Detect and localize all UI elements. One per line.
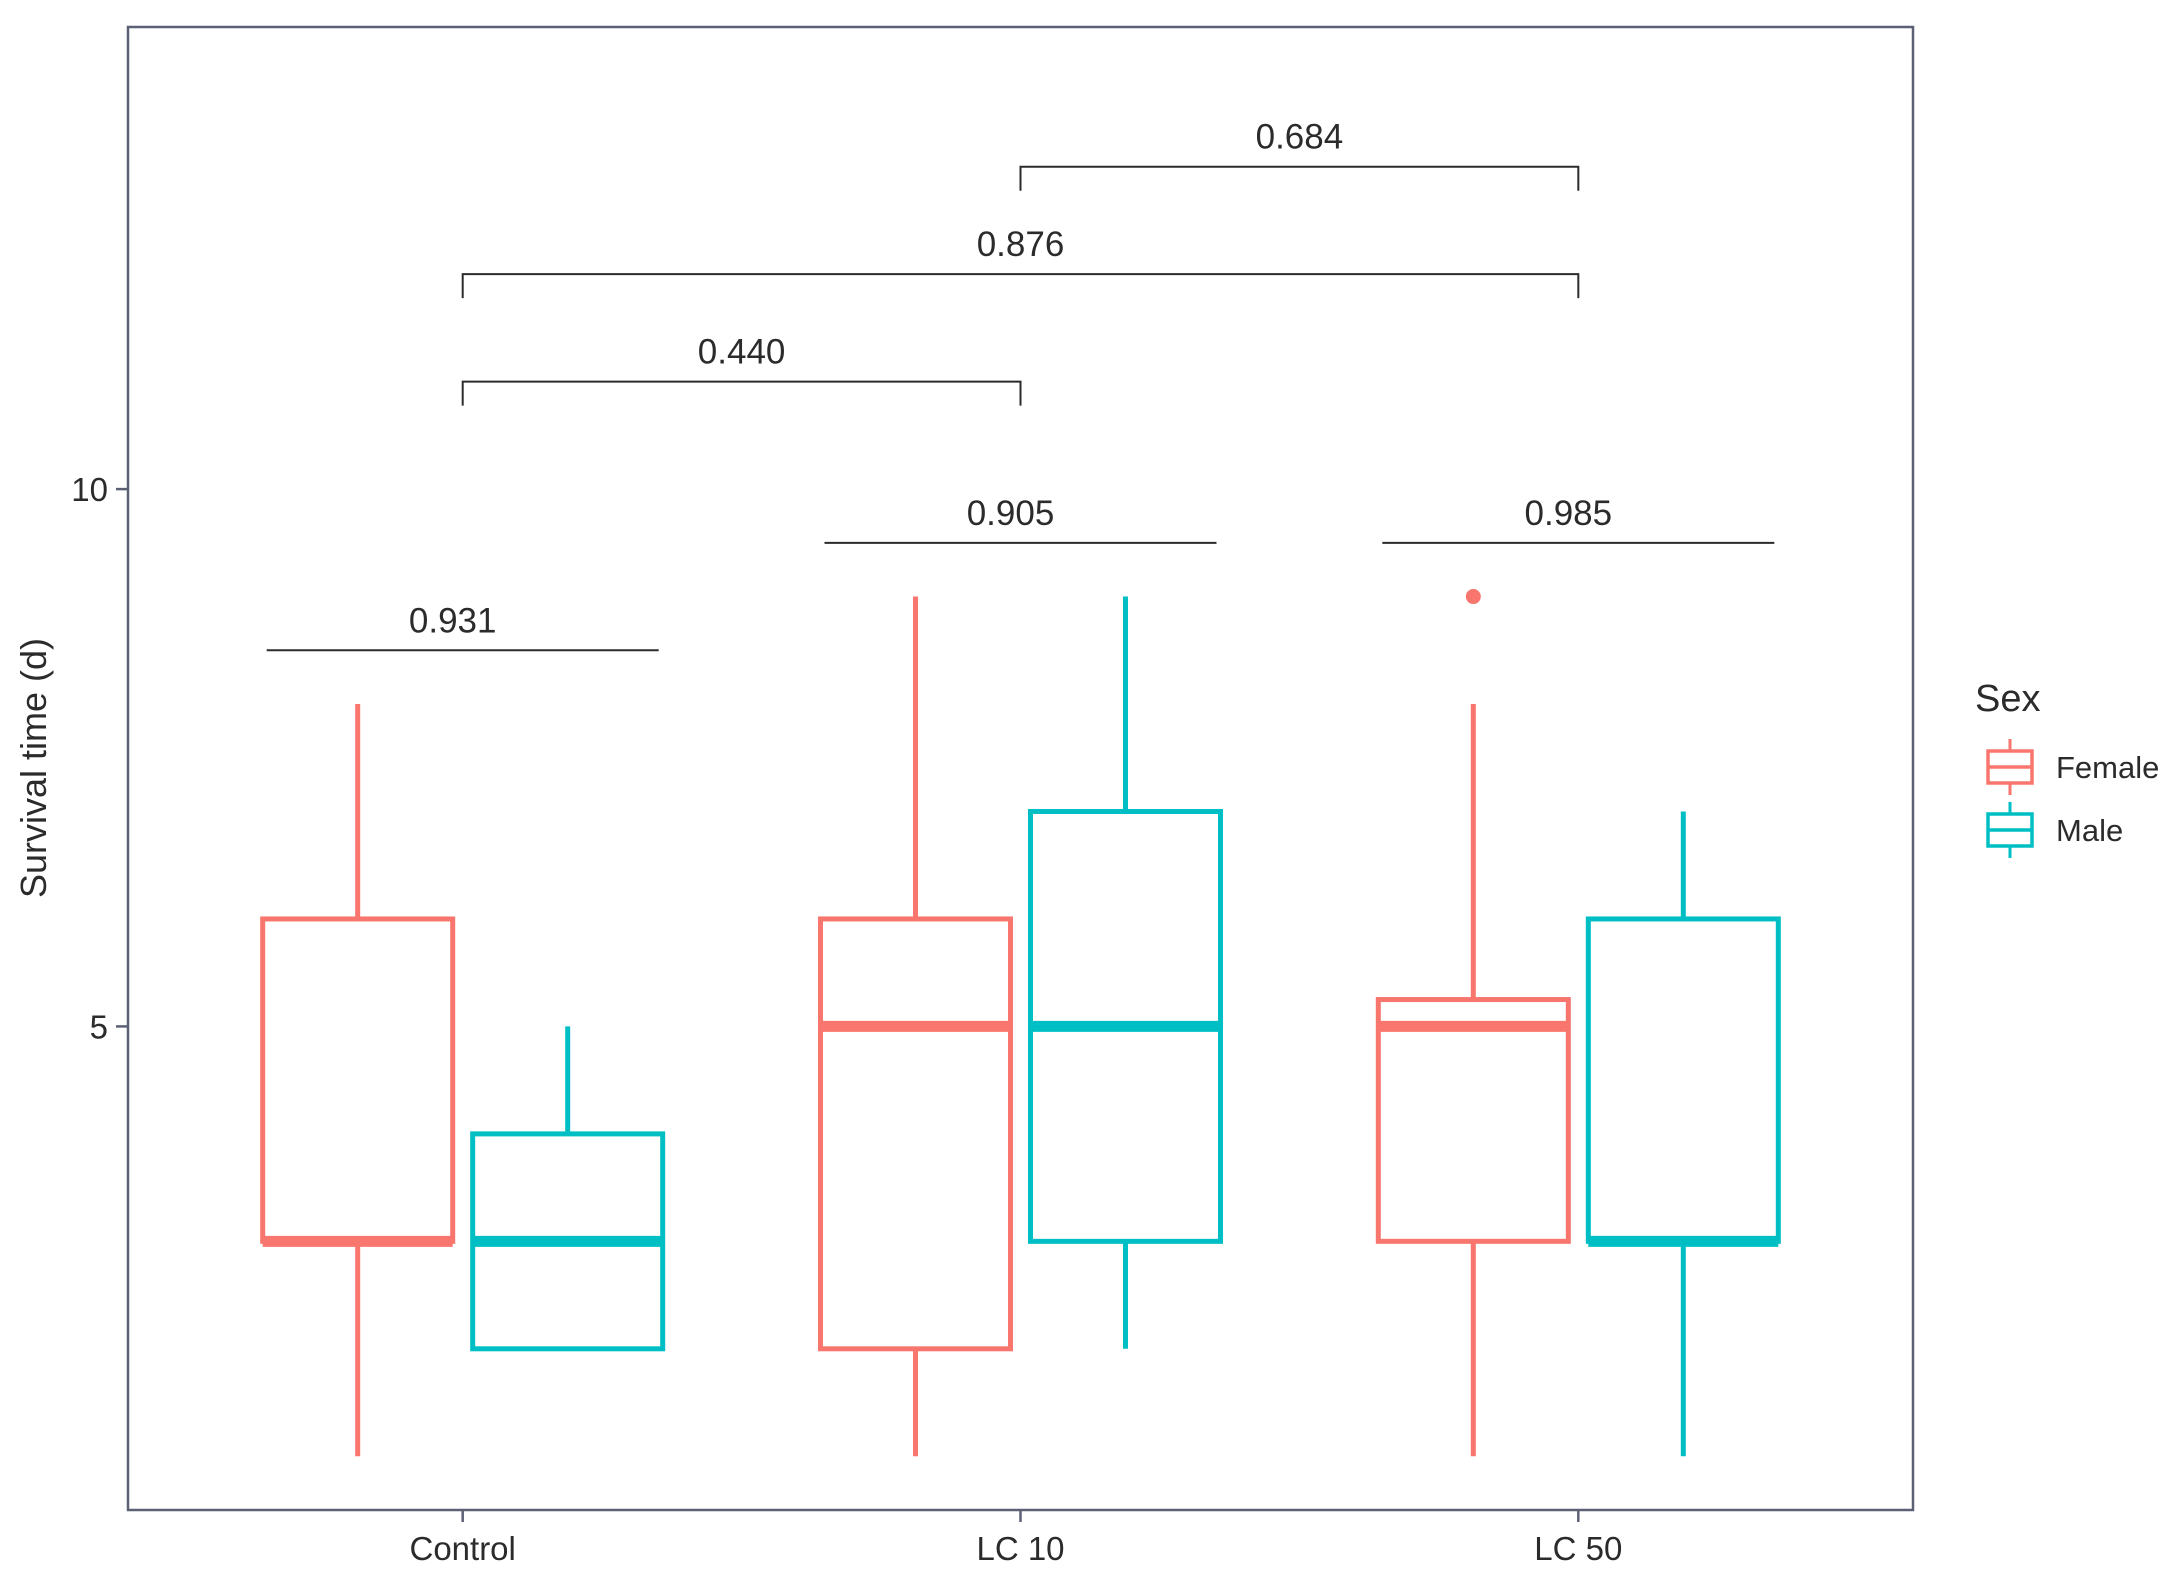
box-iqr [818,916,1013,1352]
x-tick-label: LC 10 [976,1530,1064,1567]
legend-label: Male [2056,813,2123,848]
p-value-label: 0.905 [967,494,1055,533]
x-tick-label: Control [409,1530,515,1567]
box-male-lc-50 [1585,811,1781,1457]
legend-label: Female [2056,750,2159,785]
outlier-point [1465,589,1481,605]
axes: 5 10 Control LC 10 LC 50 [71,471,1622,1567]
box-iqr [1585,916,1781,1244]
legend-entry-female: Female [1986,739,2159,795]
box-iqr [260,916,456,1244]
box-iqr [1375,997,1571,1244]
x-tick-label: LC 50 [1534,1530,1622,1567]
box-female-lc-50 [1375,589,1571,1457]
y-tick-label: 5 [90,1008,108,1045]
p-value-label: 0.985 [1525,494,1613,533]
box-female-control [260,704,456,1457]
y-tick-label: 10 [71,471,108,508]
box-female-lc-10 [818,596,1013,1457]
bracket-0.876 [461,273,1580,299]
p-value-label: 0.876 [977,225,1065,264]
p-value-label: 0.931 [409,601,497,640]
bracket-0.684 [1019,165,1580,191]
legend-title: Sex [1975,678,2040,720]
plot-marks [260,589,1781,1457]
y-axis-title: Survival time (d) [13,638,54,898]
legend-entry-male: Male [1986,802,2123,858]
legend: Sex Female Male [1975,678,2159,858]
box-male-control [470,1026,666,1352]
p-value-label: 0.440 [698,333,786,372]
bracket-0.440 [461,380,1022,406]
significance-annotations: 0.931 0.905 0.985 0.440 0.876 0.684 [266,118,1775,652]
p-value-label: 0.684 [1256,118,1344,157]
box-male-lc-10 [1028,596,1223,1349]
